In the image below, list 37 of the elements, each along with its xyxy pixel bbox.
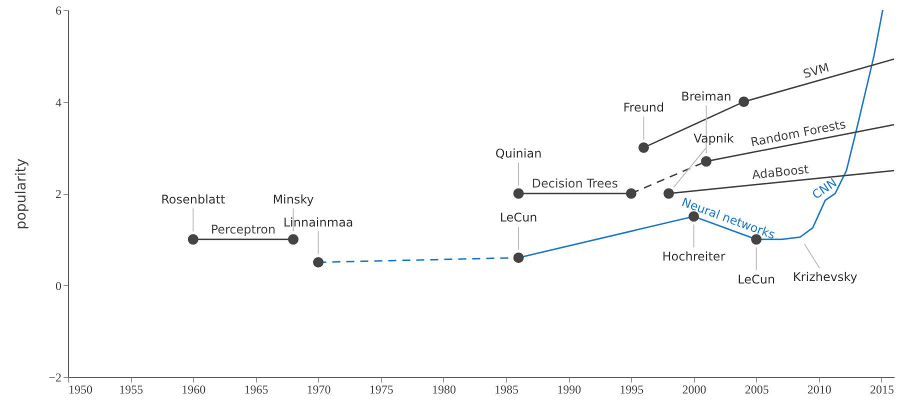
x-tick-label: 1970 [306,382,331,396]
series-label: Perceptron [210,222,276,236]
annotation: LeCun [738,272,776,286]
x-tick-label: 1950 [68,382,92,396]
annotation: Rosenblatt [161,192,226,206]
x-tick-label: 1960 [182,382,206,396]
series-label: Decision Trees [532,176,618,190]
y-tick-label: 2 [56,187,62,201]
y-tick-label: 4 [56,95,62,110]
x-tick-label: 1965 [244,382,268,396]
x-tick-label: 2015 [870,382,894,396]
x-tick-label: 1975 [369,382,394,396]
y-tick-label: −2 [48,370,62,384]
x-tick-label: 1995 [620,382,644,396]
text: Random Forests [749,117,847,150]
y-axis-title: popularity [14,158,30,230]
text: CNN [810,175,840,202]
annotation: LeCun [500,210,538,225]
x-tick-label: 2005 [744,382,769,396]
text: AdaBoost [751,162,810,182]
x-tick-label: 1990 [557,382,582,396]
y-tick-label: 6 [56,4,62,18]
x-tick-label: 1985 [494,382,519,396]
x-tick-label: 2010 [807,382,832,396]
annotation: Minsky [272,192,314,206]
annotation: Freund [623,100,664,115]
annotation: Linnainmaa [283,215,354,230]
text: SVM [802,60,831,82]
x-tick-label: 2000 [682,382,706,396]
annotation: Krizhevsky [792,270,858,284]
annotation: Hochreiter [662,249,726,264]
y-tick-label: 0 [56,278,62,293]
x-tick-label: 1980 [432,382,456,396]
annotation: Vapnik [694,132,734,146]
x-tick-label: 1955 [119,382,144,396]
annotation: Quinian [495,146,542,160]
annotation: Breiman [681,89,732,104]
